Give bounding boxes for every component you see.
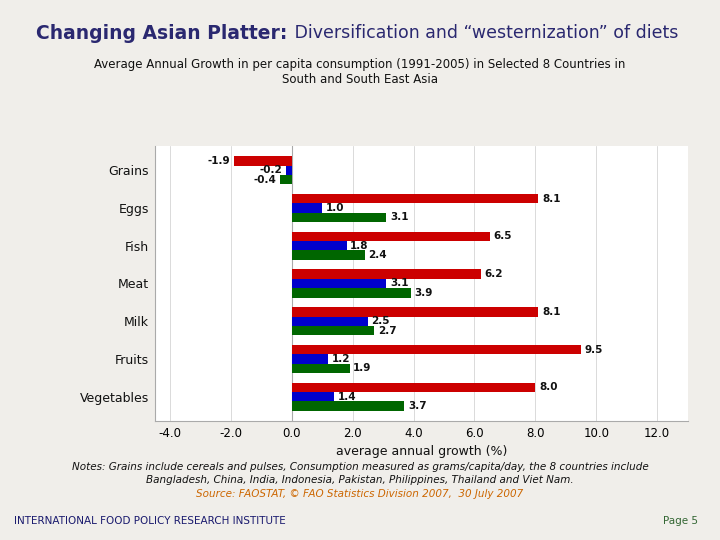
Text: 9.5: 9.5 bbox=[585, 345, 603, 355]
Text: Page 5: Page 5 bbox=[663, 516, 698, 525]
Text: 3.1: 3.1 bbox=[390, 279, 408, 288]
Bar bbox=[292, 326, 374, 335]
Text: 1.9: 1.9 bbox=[354, 363, 372, 373]
Bar bbox=[292, 382, 536, 392]
Text: 6.5: 6.5 bbox=[493, 231, 512, 241]
Text: 1.8: 1.8 bbox=[350, 241, 369, 251]
Text: 1.4: 1.4 bbox=[338, 392, 356, 402]
Bar bbox=[292, 269, 480, 279]
Text: -0.2: -0.2 bbox=[259, 165, 282, 176]
Text: Changing Asian Platter:: Changing Asian Platter: bbox=[36, 24, 287, 43]
Bar bbox=[292, 345, 581, 354]
Text: 1.2: 1.2 bbox=[332, 354, 351, 364]
Text: Average Annual Growth in per capita consumption (1991-2005) in Selected 8 Countr: Average Annual Growth in per capita cons… bbox=[94, 58, 626, 86]
Bar bbox=[286, 166, 292, 175]
Text: INTERNATIONAL FOOD POLICY RESEARCH INSTITUTE: INTERNATIONAL FOOD POLICY RESEARCH INSTI… bbox=[14, 516, 286, 525]
Text: 3.1: 3.1 bbox=[390, 212, 408, 222]
Text: -0.4: -0.4 bbox=[253, 175, 276, 185]
Bar bbox=[292, 194, 539, 204]
Text: 2.5: 2.5 bbox=[372, 316, 390, 326]
Text: -1.9: -1.9 bbox=[207, 156, 230, 166]
Text: 2.4: 2.4 bbox=[369, 250, 387, 260]
Bar bbox=[292, 213, 386, 222]
Bar bbox=[292, 204, 323, 213]
Bar bbox=[292, 363, 350, 373]
Bar bbox=[292, 279, 386, 288]
Text: Diversification and “westernization” of diets: Diversification and “westernization” of … bbox=[289, 24, 679, 42]
Text: 8.1: 8.1 bbox=[542, 194, 561, 204]
Bar bbox=[292, 251, 365, 260]
Bar bbox=[292, 232, 490, 241]
Bar bbox=[234, 156, 292, 166]
Text: Source: FAOSTAT, © FAO Statistics Division 2007,  30 July 2007: Source: FAOSTAT, © FAO Statistics Divisi… bbox=[197, 489, 523, 499]
Text: 3.9: 3.9 bbox=[414, 288, 433, 298]
Text: 6.2: 6.2 bbox=[485, 269, 503, 279]
Text: 2.7: 2.7 bbox=[378, 326, 396, 336]
Bar bbox=[292, 401, 405, 411]
Text: 1.0: 1.0 bbox=[326, 203, 344, 213]
Text: Notes: Grains include cereals and pulses, Consumption measured as grams/capita/d: Notes: Grains include cereals and pulses… bbox=[71, 462, 649, 472]
Bar bbox=[292, 307, 539, 316]
Bar bbox=[292, 316, 368, 326]
Text: 8.0: 8.0 bbox=[539, 382, 557, 392]
Bar bbox=[292, 392, 334, 401]
Bar bbox=[292, 288, 410, 298]
Bar bbox=[292, 354, 328, 363]
X-axis label: average annual growth (%): average annual growth (%) bbox=[336, 446, 507, 458]
Text: Bangladesh, China, India, Indonesia, Pakistan, Philippines, Thailand and Viet Na: Bangladesh, China, India, Indonesia, Pak… bbox=[146, 475, 574, 485]
Text: 8.1: 8.1 bbox=[542, 307, 561, 317]
Text: 3.7: 3.7 bbox=[408, 401, 427, 411]
Bar bbox=[292, 241, 346, 251]
Bar bbox=[279, 175, 292, 185]
